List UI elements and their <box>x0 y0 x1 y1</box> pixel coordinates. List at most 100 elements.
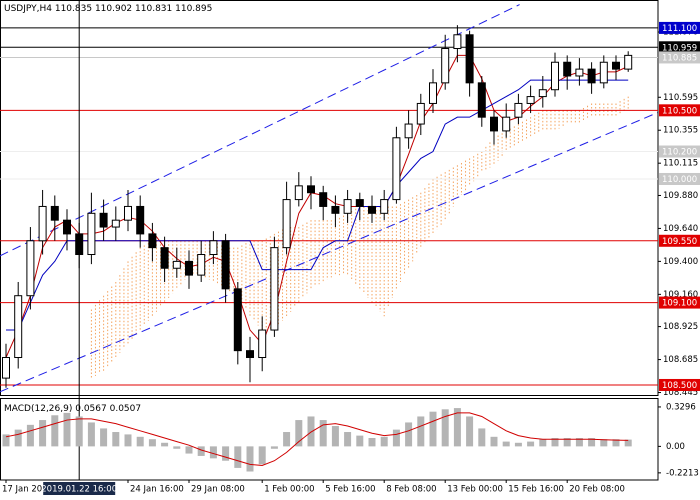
candle-body <box>380 199 389 214</box>
candle-body <box>124 205 132 221</box>
macd-bar <box>441 409 449 447</box>
macd-header: MACD(12,26,9) 0.0567 0.0507 <box>4 404 141 414</box>
macd-bar <box>624 439 632 447</box>
macd-bar <box>148 439 156 447</box>
candle-body <box>246 350 254 359</box>
high-price: 110.902 <box>95 4 132 14</box>
x-tick-label: 2019.01.22 16:00 <box>41 485 117 495</box>
candle-body <box>221 240 230 290</box>
candle-body <box>502 116 511 132</box>
channel-line <box>0 112 658 393</box>
macd-bar <box>222 446 230 461</box>
candle-body <box>514 102 523 118</box>
candle-body <box>453 34 462 50</box>
x-tick-label: 17 Jan 2019 <box>2 485 53 495</box>
macd-bar <box>26 424 34 447</box>
y-tick-label: 0.3296 <box>666 402 696 412</box>
macd-bar <box>307 416 315 447</box>
candle-body <box>258 329 267 359</box>
level-label: 109.100 <box>662 299 697 309</box>
candle-body <box>14 295 23 359</box>
macd-bar <box>234 446 242 468</box>
indicator-line <box>5 54 629 358</box>
macd-bar <box>575 438 583 447</box>
header: USDJPY,H4 110.835 110.902 110.831 110.89… <box>4 4 212 14</box>
macd-bar <box>63 412 71 447</box>
macd-bar <box>197 446 205 456</box>
macd-bar <box>161 442 169 447</box>
candle-body <box>87 212 96 256</box>
macd-bar <box>563 438 571 447</box>
x-tick-label: 20 Feb 08:00 <box>569 485 625 495</box>
macd-bar <box>490 436 498 447</box>
macd-bar <box>588 438 596 447</box>
level-box <box>659 21 700 34</box>
y-tick-label: 109.640 <box>663 224 698 234</box>
candle-body <box>2 357 10 379</box>
level-box <box>659 234 700 247</box>
candle-body <box>612 61 620 70</box>
macd-title: MACD(12,26,9) <box>4 404 72 414</box>
macd-bar <box>551 438 559 447</box>
macd-bar <box>124 434 132 447</box>
macd-bar <box>173 446 181 449</box>
macd-bar <box>539 439 547 447</box>
macd-bar <box>368 438 376 447</box>
level-box <box>659 104 700 117</box>
candle-body <box>26 240 35 297</box>
indicator-line <box>6 79 629 331</box>
level-box <box>659 145 700 158</box>
macd-bar <box>417 416 425 447</box>
macd-bar <box>331 426 339 447</box>
level-label: 110.885 <box>662 53 697 63</box>
macd-bar <box>502 441 510 447</box>
candle-body <box>294 185 303 201</box>
candle-body <box>282 199 291 249</box>
candle-body <box>477 82 486 118</box>
macd-value: 0.0567 <box>75 404 107 414</box>
macd-bar <box>100 428 108 447</box>
candle-body <box>526 96 535 104</box>
x-tick-label: 1 Feb 00:00 <box>264 485 314 495</box>
candle-body <box>50 205 59 221</box>
y-tick-label: 110.355 <box>663 126 698 136</box>
macd-bar <box>319 420 327 447</box>
candle-body <box>355 199 364 207</box>
macd-bar <box>75 416 83 447</box>
candle-body <box>136 205 145 235</box>
candle-body <box>624 54 633 70</box>
candle-body <box>111 219 120 228</box>
candle-body <box>63 219 71 235</box>
macd-bar <box>295 420 303 447</box>
macd-bar <box>453 408 461 447</box>
candle-body <box>319 192 328 207</box>
macd-bar <box>2 434 10 447</box>
macd-bar <box>39 420 47 447</box>
signal-line <box>5 412 629 467</box>
level-label: 110.000 <box>662 175 697 185</box>
candle-body <box>160 247 169 269</box>
macd-bar <box>246 446 254 472</box>
candle-body <box>331 205 340 214</box>
candle-body <box>99 212 108 228</box>
macd-bar <box>270 446 278 449</box>
candle-body <box>307 185 315 194</box>
level-box <box>659 378 700 391</box>
candle-body <box>38 205 47 242</box>
candle-body <box>343 199 352 214</box>
macd-bar <box>209 446 217 459</box>
candle-body <box>587 68 596 84</box>
close-price: 110.895 <box>175 4 212 14</box>
level-box <box>659 172 700 185</box>
macd-bar <box>185 446 193 454</box>
y-tick-label: 109.160 <box>663 290 698 300</box>
open-price: 110.835 <box>55 4 92 14</box>
candle-body <box>172 260 181 269</box>
macd-bar <box>392 429 400 447</box>
level-label: 111.100 <box>662 24 697 34</box>
candle-body <box>148 233 157 249</box>
